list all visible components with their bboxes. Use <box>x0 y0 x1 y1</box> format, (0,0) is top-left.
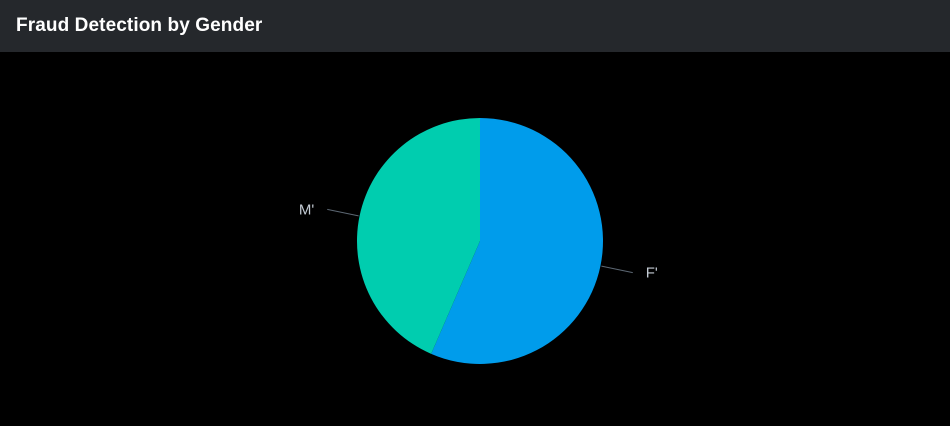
chart-area: F' M' <box>0 52 950 426</box>
leader-line-1 <box>327 208 359 217</box>
pie-slice-0[interactable] <box>431 118 603 365</box>
slice-label-1: M' <box>299 201 314 218</box>
pie-chart: F' M' <box>299 118 658 365</box>
slice-label-0: F' <box>646 265 658 282</box>
leader-line-0 <box>601 265 633 274</box>
panel-header: Fraud Detection by Gender <box>0 0 950 52</box>
pie-slice-1[interactable] <box>357 118 480 354</box>
panel-title: Fraud Detection by Gender <box>16 15 263 36</box>
